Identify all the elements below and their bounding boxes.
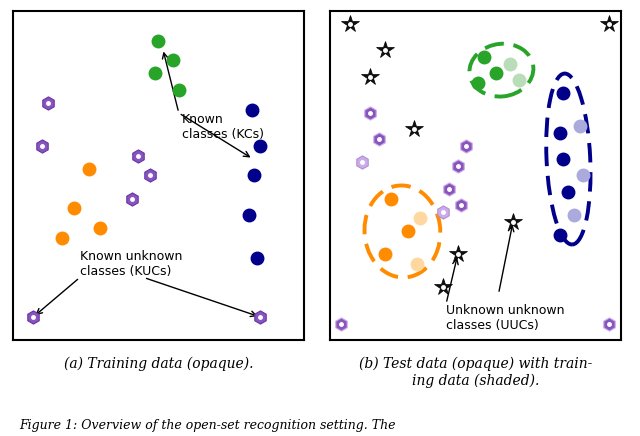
Text: (b) Test data (opaque) with train-
ing data (shaded).: (b) Test data (opaque) with train- ing d… bbox=[358, 357, 592, 388]
Point bbox=[37, 143, 47, 150]
Text: Unknown unknown
classes (UUCs): Unknown unknown classes (UUCs) bbox=[446, 304, 564, 332]
Point bbox=[365, 109, 376, 116]
Point bbox=[133, 152, 143, 159]
Point bbox=[374, 136, 384, 143]
Point bbox=[43, 99, 53, 106]
Point bbox=[456, 201, 466, 208]
Point bbox=[438, 208, 448, 215]
Point bbox=[461, 143, 472, 150]
Text: (a) Training data (opaque).: (a) Training data (opaque). bbox=[63, 357, 253, 371]
Point bbox=[444, 185, 454, 192]
Point bbox=[145, 172, 155, 179]
Point bbox=[127, 195, 138, 202]
Text: Known
classes (KCs): Known classes (KCs) bbox=[182, 113, 264, 141]
Text: Figure 1: Overview of the open-set recognition setting. The: Figure 1: Overview of the open-set recog… bbox=[19, 419, 396, 432]
Point bbox=[604, 320, 614, 327]
Point bbox=[28, 313, 38, 320]
Point bbox=[452, 162, 463, 169]
Text: Known unknown
classes (KUCs): Known unknown classes (KUCs) bbox=[80, 249, 182, 278]
Point bbox=[255, 313, 266, 320]
Point bbox=[336, 320, 346, 327]
Point bbox=[356, 159, 367, 166]
